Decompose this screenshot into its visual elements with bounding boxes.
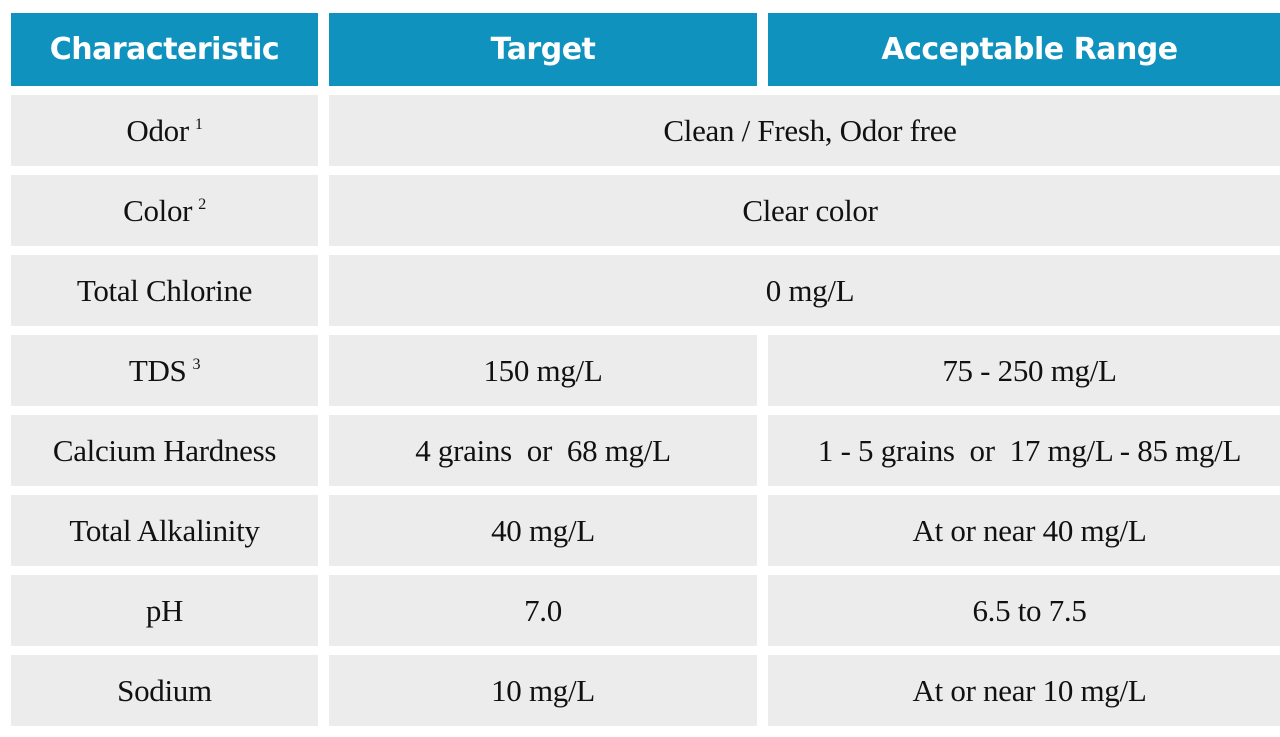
- row-total-alkalinity-target: 40 mg/L: [329, 495, 757, 566]
- row-tds-range: 75 - 250 mg/L: [768, 335, 1280, 406]
- characteristic-label: pH: [145, 592, 184, 628]
- row-calcium-hardness-range: 1 - 5 grains or 17 mg/L - 85 mg/L: [768, 415, 1280, 486]
- row-color-characteristic: Color 2: [11, 175, 318, 246]
- row-sodium-characteristic: Sodium: [11, 655, 318, 726]
- characteristic-label: Total Alkalinity: [69, 512, 260, 548]
- row-sodium-range: At or near 10 mg/L: [768, 655, 1280, 726]
- header-characteristic: Characteristic: [11, 13, 318, 86]
- characteristic-label: Odor: [126, 112, 189, 148]
- characteristic-label: TDS: [128, 352, 187, 388]
- footnote-marker: 2: [198, 195, 206, 213]
- characteristic-label: Color: [123, 192, 193, 228]
- row-ph-range: 6.5 to 7.5: [768, 575, 1280, 646]
- row-odor-merged-value: Clean / Fresh, Odor free: [329, 95, 1280, 166]
- row-sodium-target: 10 mg/L: [329, 655, 757, 726]
- header-target: Target: [329, 13, 757, 86]
- characteristic-label: Total Chlorine: [76, 272, 253, 308]
- row-total-alkalinity-range: At or near 40 mg/L: [768, 495, 1280, 566]
- footnote-marker: 1: [194, 115, 203, 133]
- row-tds-characteristic: TDS 3: [11, 335, 318, 406]
- row-tds-target: 150 mg/L: [329, 335, 757, 406]
- footnote-marker: 3: [192, 355, 201, 373]
- row-total-alkalinity-characteristic: Total Alkalinity: [11, 495, 318, 566]
- row-odor-characteristic: Odor 1: [11, 95, 318, 166]
- row-ph-target: 7.0: [329, 575, 757, 646]
- header-acceptable-range: Acceptable Range: [768, 13, 1280, 86]
- characteristic-label: Calcium Hardness: [52, 432, 277, 468]
- row-total-chlorine-merged-value: 0 mg/L: [329, 255, 1280, 326]
- characteristic-label: Sodium: [117, 672, 212, 708]
- row-calcium-hardness-target: 4 grains or 68 mg/L: [329, 415, 757, 486]
- row-color-merged-value: Clear color: [329, 175, 1280, 246]
- row-calcium-hardness-characteristic: Calcium Hardness: [11, 415, 318, 486]
- row-ph-characteristic: pH: [11, 575, 318, 646]
- row-total-chlorine-characteristic: Total Chlorine: [11, 255, 318, 326]
